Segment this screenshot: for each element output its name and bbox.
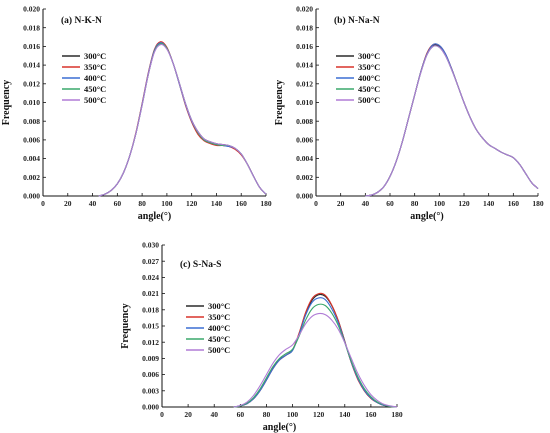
x-tick-label: 0 [41,199,45,208]
y-tick-label: 0.006 [23,136,40,145]
y-tick-label: 0.003 [142,386,159,395]
chart-panel-1: 0.000 0.002 0.004 0.006 0.008 0.010 0.012 0.014… [1,5,272,222]
y-tick-label: 0.027 [142,257,159,266]
legend-label-400: 400°C [208,323,230,333]
y-tick-label: 0.002 [296,173,313,182]
y-tick-label: 0.009 [142,354,159,363]
y-tick-label: 0.016 [296,42,313,51]
y-tick-label: 0.012 [296,79,313,88]
x-tick-label: 80 [411,199,419,208]
legend-label-400: 400°C [84,73,106,83]
y-tick-label: 0.018 [142,305,159,314]
x-tick-label: 20 [337,199,345,208]
x-tick-label: 160 [508,199,520,208]
x-tick-label: 140 [339,410,351,419]
y-tick-label: 0.000 [296,192,313,201]
x-tick-label: 80 [263,410,271,419]
x-axis-label: angle(°) [410,211,443,222]
x-tick-label: 120 [186,199,198,208]
legend-label-450: 450°C [358,84,380,94]
y-tick-label: 0.006 [142,370,159,379]
y-axis-label: Frequency [274,80,285,125]
legend-label-300: 300°C [84,51,106,61]
y-tick-label: 0.015 [142,322,159,331]
legend-label-350: 350°C [84,62,106,72]
y-tick-label: 0.020 [296,5,313,14]
series-line-300 [233,293,398,408]
y-tick-label: 0.012 [142,338,159,347]
y-tick-label: 0.020 [23,5,40,14]
x-tick-label: 180 [532,199,544,208]
y-tick-label: 0.030 [142,241,159,250]
y-tick-label: 0.004 [23,154,40,163]
x-tick-label: 120 [313,410,325,419]
y-tick-label: 0.024 [142,273,159,282]
y-axis-label: Frequency [1,80,12,125]
y-tick-label: 0.012 [23,79,40,88]
x-tick-label: 160 [236,199,248,208]
x-tick-label: 0 [160,410,164,419]
y-tick-label: 0.021 [142,289,159,298]
series-line-500 [98,43,267,197]
x-tick-label: 40 [362,199,370,208]
x-tick-label: 60 [114,199,122,208]
x-tick-label: 140 [483,199,495,208]
y-tick-label: 0.010 [296,98,313,107]
y-tick-label: 0.016 [23,42,40,51]
x-tick-label: 100 [287,410,299,419]
x-tick-label: 60 [237,410,245,419]
legend-label-300: 300°C [358,51,380,61]
x-tick-label: 0 [314,199,318,208]
legend-label-400: 400°C [358,73,380,83]
x-tick-label: 40 [210,410,218,419]
x-axis-label: angle(°) [263,422,296,433]
legend-label-500: 500°C [358,95,380,105]
panel-title: (b) N-Na-N [334,15,380,26]
y-tick-label: 0.004 [296,154,313,163]
y-tick-label: 0.008 [23,117,40,126]
y-tick-label: 0.006 [296,136,313,145]
x-tick-label: 100 [161,199,173,208]
x-tick-label: 20 [64,199,72,208]
x-tick-label: 120 [458,199,470,208]
x-axis-label: angle(°) [138,211,171,222]
legend-label-450: 450°C [84,84,106,94]
x-tick-label: 80 [138,199,146,208]
series-line-350 [233,292,398,408]
y-tick-label: 0.000 [23,192,40,201]
x-tick-label: 180 [260,199,272,208]
chart-panel-3: 0.000 0.003 0.006 0.009 0.012 0.015 0.018 0.021… [120,241,403,433]
series-line-400 [233,297,398,408]
panel-title: (c) S-Na-S [180,259,221,270]
y-tick-label: 0.008 [296,117,313,126]
legend-label-350: 350°C [208,312,230,322]
x-tick-label: 20 [184,410,192,419]
panel-title: (a) N-K-N [61,15,102,26]
chart-panel-2: 0.000 0.002 0.004 0.006 0.008 0.010 0.012 0.014… [274,5,544,222]
legend-label-500: 500°C [84,95,106,105]
legend-label-300: 300°C [208,301,230,311]
x-tick-label: 60 [386,199,394,208]
x-tick-label: 40 [89,199,97,208]
y-tick-label: 0.002 [23,173,40,182]
series-line-500 [233,312,398,408]
y-tick-label: 0.018 [23,23,40,32]
series-line-450 [233,303,398,408]
x-tick-label: 160 [365,410,377,419]
x-tick-label: 180 [391,410,403,419]
legend-label-500: 500°C [208,345,230,355]
y-tick-label: 0.018 [296,23,313,32]
y-axis-label: Frequency [120,303,131,348]
y-tick-label: 0.014 [296,61,313,70]
y-tick-label: 0.000 [142,403,159,412]
legend-label-350: 350°C [358,62,380,72]
series-line-500 [365,45,539,197]
x-tick-label: 140 [211,199,223,208]
y-tick-label: 0.014 [23,61,40,70]
legend-label-450: 450°C [208,334,230,344]
x-tick-label: 100 [434,199,446,208]
y-tick-label: 0.010 [23,98,40,107]
